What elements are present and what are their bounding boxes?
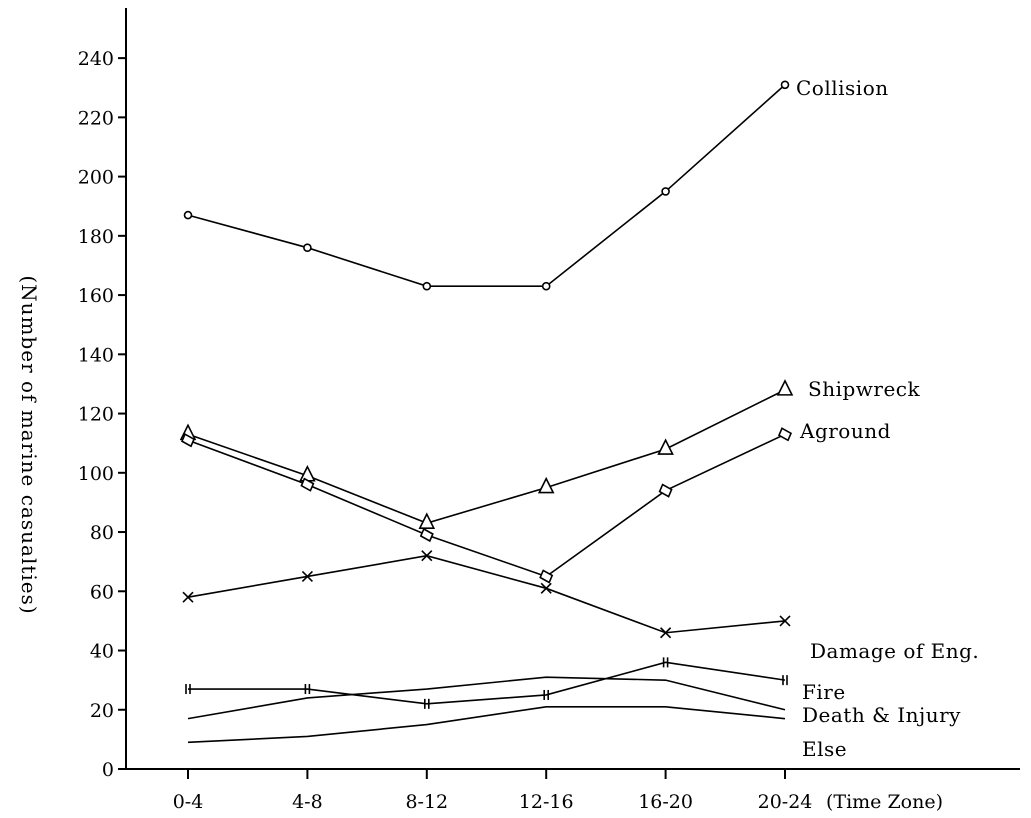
data-point	[539, 569, 554, 584]
data-point	[540, 582, 552, 594]
series-line-shipwreck	[187, 389, 786, 524]
x-axis-ticks: 0-4 4-8 8-12 12-16 16-20 20-24	[173, 769, 813, 813]
series-label-else: Else	[802, 737, 847, 761]
axes	[125, 8, 1020, 770]
data-point	[422, 281, 432, 291]
series-aground: Aground	[180, 419, 891, 584]
data-point	[301, 570, 313, 583]
y-tick-label: 160	[78, 285, 114, 307]
data-point	[421, 550, 433, 562]
data-point	[180, 433, 196, 448]
y-tick-label: 60	[90, 581, 114, 603]
x-tick-label: 4-8	[292, 791, 323, 813]
data-point	[657, 438, 674, 455]
data-point	[537, 476, 555, 494]
y-axis-ticks: 0 20 40 60 80 100 120 140 160 180 200 220 240	[78, 48, 126, 781]
series-group: Collision Shipwreck Aground Damage of Eng. F…	[179, 76, 979, 761]
x-tick-label: 20-24	[758, 791, 813, 813]
series-label-death-injury: Death & Injury	[802, 703, 961, 727]
series-line-else	[187, 705, 786, 744]
series-collision: Collision	[183, 76, 889, 291]
data-point	[419, 527, 434, 543]
y-tick-label: 100	[78, 463, 114, 485]
y-tick-label: 200	[78, 167, 114, 189]
data-point	[782, 675, 788, 686]
data-point	[779, 615, 791, 627]
y-tick-label: 20	[90, 700, 114, 722]
data-point	[660, 627, 672, 639]
series-label-shipwreck: Shipwreck	[808, 377, 920, 401]
x-axis-title: (Time Zone)	[826, 791, 943, 813]
series-label-aground: Aground	[799, 419, 891, 443]
series-line-collision	[187, 84, 786, 287]
series-label-fire: Fire	[802, 680, 846, 704]
data-point	[543, 689, 550, 700]
series-damage-of-eng: Damage of Eng.	[182, 550, 979, 663]
data-point	[418, 512, 436, 529]
series-line-fire	[188, 661, 786, 705]
y-tick-label: 0	[102, 759, 114, 781]
y-tick-label: 220	[78, 107, 114, 129]
data-point	[776, 379, 794, 396]
data-point	[304, 684, 311, 695]
data-point	[541, 281, 551, 291]
data-point	[185, 684, 191, 695]
series-label-damage-of-eng: Damage of Eng.	[810, 639, 979, 663]
series-else: Else	[187, 705, 847, 761]
y-tick-label: 140	[78, 344, 114, 366]
series-line-damage-of-eng	[187, 554, 786, 634]
series-label-collision: Collision	[796, 76, 889, 100]
series-death-injury: Death & Injury	[187, 676, 961, 727]
data-point	[662, 657, 669, 668]
data-point	[780, 80, 790, 90]
data-point	[661, 187, 670, 196]
series-shipwreck: Shipwreck	[179, 377, 920, 529]
x-tick-label: 12-16	[519, 791, 574, 813]
series-line-death-injury	[187, 676, 786, 720]
series-line-aground	[187, 433, 786, 578]
data-point	[183, 210, 193, 220]
data-point	[423, 698, 430, 709]
data-point	[777, 427, 793, 442]
y-tick-label: 120	[78, 404, 114, 426]
data-point	[182, 591, 194, 603]
y-axis-title: (Number of marine casualties)	[17, 275, 41, 614]
data-point	[303, 243, 312, 252]
data-point	[658, 483, 673, 498]
y-tick-label: 240	[78, 48, 114, 70]
x-tick-label: 0-4	[173, 791, 204, 813]
y-tick-label: 180	[78, 226, 114, 248]
data-point	[300, 477, 315, 492]
x-tick-label: 16-20	[638, 791, 693, 813]
y-tick-label: 40	[90, 641, 114, 663]
series-fire: Fire	[185, 657, 846, 709]
y-tick-label: 80	[90, 522, 114, 544]
x-tick-label: 8-12	[405, 791, 448, 813]
